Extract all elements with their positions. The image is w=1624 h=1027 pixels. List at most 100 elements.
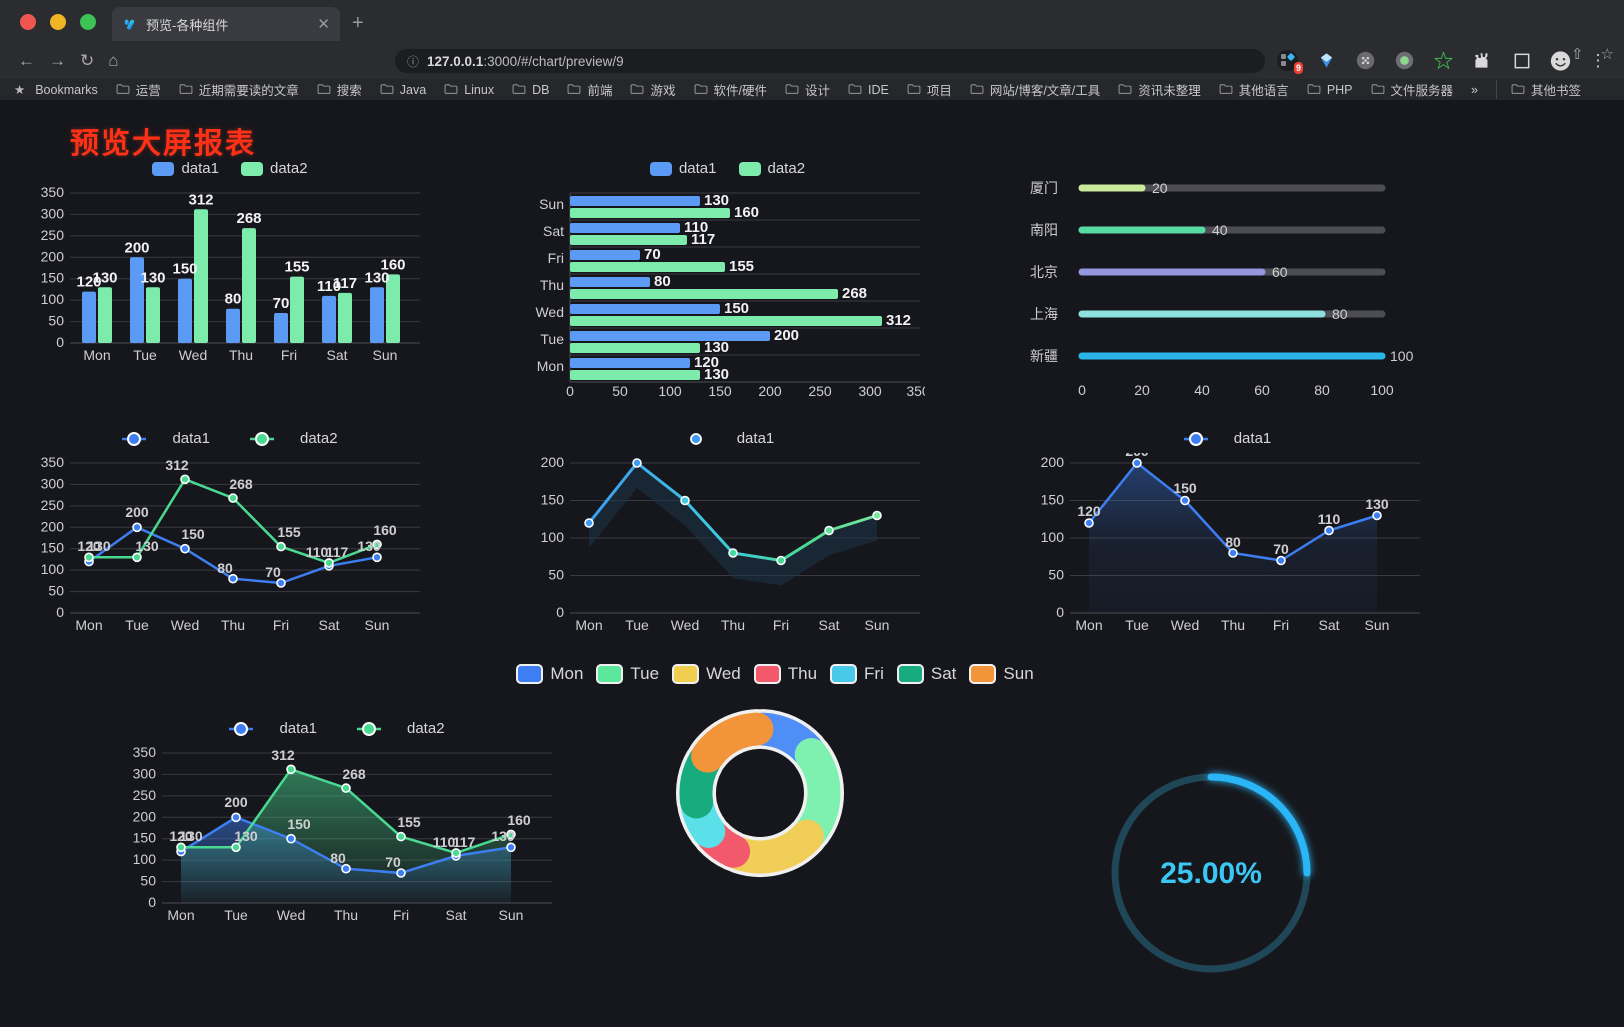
svg-text:Wed: Wed	[671, 617, 700, 633]
svg-text:150: 150	[41, 540, 65, 556]
svg-text:150: 150	[1041, 492, 1065, 508]
svg-text:0: 0	[556, 604, 564, 620]
svg-text:80: 80	[217, 560, 233, 576]
svg-text:350: 350	[906, 383, 925, 399]
svg-text:200: 200	[541, 454, 565, 470]
svg-text:20: 20	[1152, 180, 1168, 196]
svg-text:200: 200	[133, 808, 157, 824]
svg-text:70: 70	[273, 295, 290, 312]
svg-text:268: 268	[229, 476, 253, 492]
svg-text:130: 130	[179, 828, 203, 844]
svg-text:Sun: Sun	[499, 907, 524, 923]
svg-text:100: 100	[1370, 382, 1394, 398]
svg-text:150: 150	[181, 526, 205, 542]
svg-text:150: 150	[724, 300, 749, 317]
svg-text:Thu: Thu	[721, 617, 745, 633]
svg-text:268: 268	[236, 210, 261, 227]
svg-text:110: 110	[306, 544, 329, 560]
svg-text:312: 312	[165, 457, 189, 473]
svg-text:160: 160	[507, 812, 531, 828]
svg-text:0: 0	[566, 383, 574, 399]
svg-text:200: 200	[125, 504, 149, 520]
svg-text:Fri: Fri	[1273, 617, 1289, 633]
svg-text:上海: 上海	[1030, 306, 1058, 322]
svg-text:350: 350	[41, 184, 65, 200]
svg-text:160: 160	[373, 522, 397, 538]
svg-text:厦门: 厦门	[1030, 180, 1058, 196]
svg-text:130: 130	[704, 192, 729, 209]
svg-text:Sat: Sat	[818, 617, 839, 633]
svg-text:300: 300	[41, 205, 65, 221]
svg-text:117: 117	[333, 275, 357, 292]
svg-text:25.00%: 25.00%	[1160, 857, 1262, 890]
svg-text:70: 70	[385, 854, 401, 870]
svg-text:300: 300	[858, 383, 882, 399]
svg-text:Sat: Sat	[318, 617, 339, 633]
svg-text:130: 130	[135, 538, 159, 554]
svg-text:Sun: Sun	[865, 617, 890, 633]
svg-text:Sat: Sat	[543, 223, 564, 239]
svg-text:0: 0	[1078, 382, 1086, 398]
svg-text:312: 312	[271, 747, 295, 763]
svg-text:70: 70	[644, 246, 661, 263]
svg-text:155: 155	[284, 259, 309, 276]
svg-text:60: 60	[1254, 382, 1270, 398]
svg-text:155: 155	[277, 524, 301, 540]
svg-text:60: 60	[1272, 264, 1288, 280]
svg-text:Sat: Sat	[445, 907, 466, 923]
svg-text:Sun: Sun	[539, 196, 564, 212]
svg-text:150: 150	[1173, 480, 1197, 496]
svg-text:150: 150	[287, 816, 311, 832]
svg-text:150: 150	[41, 270, 65, 286]
svg-text:150: 150	[133, 830, 157, 846]
svg-text:50: 50	[140, 873, 156, 889]
svg-text:Fri: Fri	[281, 347, 297, 363]
svg-text:50: 50	[548, 567, 564, 583]
svg-text:200: 200	[224, 794, 248, 810]
svg-text:Mon: Mon	[167, 907, 194, 923]
svg-text:160: 160	[734, 204, 759, 221]
svg-text:250: 250	[41, 227, 65, 243]
svg-text:Wed: Wed	[277, 907, 306, 923]
svg-text:Fri: Fri	[393, 907, 409, 923]
svg-text:0: 0	[1056, 604, 1064, 620]
svg-text:250: 250	[808, 383, 832, 399]
svg-text:150: 150	[708, 383, 732, 399]
svg-text:北京: 北京	[1030, 264, 1058, 280]
svg-text:100: 100	[1041, 529, 1065, 545]
svg-text:150: 150	[541, 492, 565, 508]
svg-text:130: 130	[491, 828, 515, 844]
svg-text:200: 200	[41, 248, 65, 264]
svg-text:250: 250	[41, 497, 65, 513]
svg-text:Sun: Sun	[373, 347, 398, 363]
svg-text:120: 120	[1077, 503, 1101, 519]
svg-text:Wed: Wed	[535, 304, 564, 320]
svg-text:130: 130	[234, 828, 258, 844]
svg-text:Mon: Mon	[537, 358, 564, 374]
svg-text:100: 100	[658, 383, 682, 399]
svg-text:0: 0	[56, 604, 64, 620]
svg-text:Tue: Tue	[125, 617, 149, 633]
svg-text:Sun: Sun	[365, 617, 390, 633]
svg-text:300: 300	[41, 475, 65, 491]
svg-text:100: 100	[41, 561, 65, 577]
svg-text:0: 0	[148, 894, 156, 910]
svg-text:100: 100	[41, 291, 65, 307]
svg-text:Fri: Fri	[548, 250, 564, 266]
svg-text:Mon: Mon	[75, 617, 102, 633]
svg-text:350: 350	[133, 744, 157, 760]
svg-text:130: 130	[704, 366, 729, 383]
svg-text:Mon: Mon	[83, 347, 110, 363]
svg-text:Thu: Thu	[334, 907, 358, 923]
svg-text:Tue: Tue	[1125, 617, 1149, 633]
svg-text:80: 80	[330, 850, 346, 866]
svg-text:100: 100	[1390, 348, 1414, 364]
svg-text:Mon: Mon	[1075, 617, 1102, 633]
svg-text:Thu: Thu	[1221, 617, 1245, 633]
svg-text:Wed: Wed	[171, 617, 200, 633]
svg-text:130: 130	[357, 538, 381, 554]
svg-text:200: 200	[124, 239, 149, 256]
svg-text:155: 155	[729, 258, 754, 275]
svg-text:100: 100	[133, 851, 157, 867]
svg-text:350: 350	[41, 454, 65, 470]
